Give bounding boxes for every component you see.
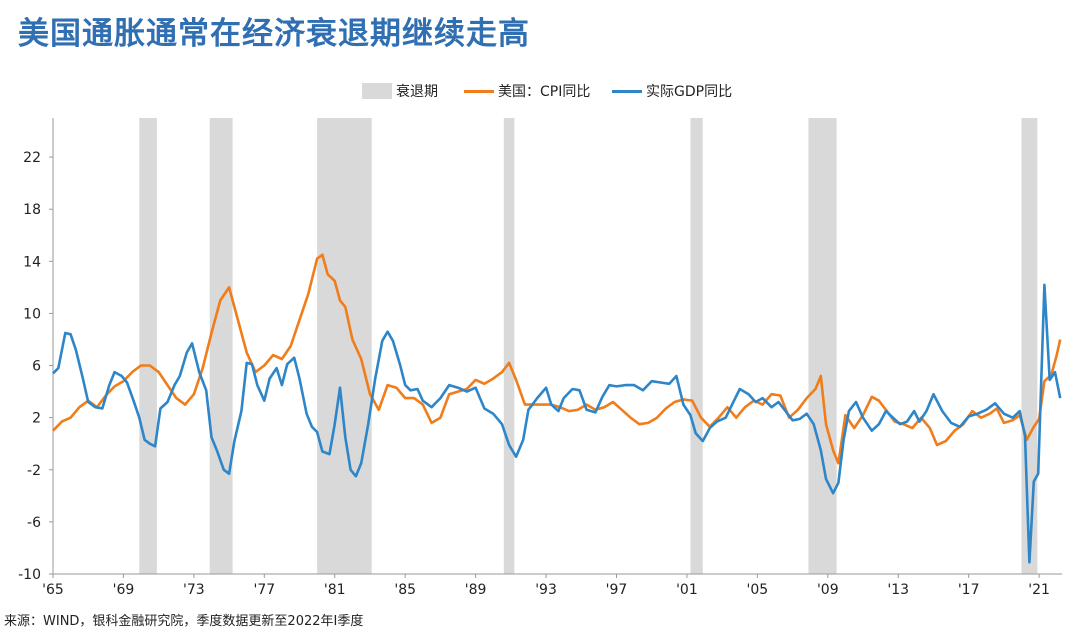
x-tick-label-4: '81	[324, 582, 346, 598]
legend-label-cpi: 美国：CPI同比	[498, 84, 591, 100]
recession-band-6	[1021, 118, 1038, 574]
y-tick-label-3: 2	[32, 411, 41, 427]
page-title: 美国通胀通常在经济衰退期继续走高	[18, 16, 530, 52]
legend-swatch-gdp	[612, 89, 642, 93]
y-tick-label-6: 14	[23, 254, 41, 270]
chart-legend: 衰退期 美国：CPI同比 实际GDP同比	[0, 78, 1080, 104]
x-tick-label-1: '69	[113, 582, 135, 598]
legend-item-cpi: 美国：CPI同比	[464, 78, 590, 104]
x-tick-label-7: '93	[535, 582, 557, 598]
legend-label-recession: 衰退期	[396, 84, 438, 100]
x-tick-label-9: '01	[676, 582, 698, 598]
legend-swatch-cpi	[464, 89, 494, 93]
y-tick-label-1: -6	[27, 515, 41, 531]
recession-band-0	[139, 118, 157, 574]
y-tick-label-4: 6	[32, 359, 41, 375]
y-tick-label-7: 18	[23, 202, 41, 218]
legend-swatch-recession	[362, 83, 392, 99]
recession-band-4	[690, 118, 703, 574]
legend-item-recession: 衰退期	[362, 78, 438, 104]
x-tick-label-10: '05	[747, 582, 769, 598]
x-tick-label-13: '17	[958, 582, 980, 598]
x-tick-label-11: '09	[817, 582, 839, 598]
series-line-gdp	[52, 283, 1062, 564]
x-tick-label-6: '89	[465, 582, 487, 598]
x-tick-label-0: '65	[42, 582, 64, 598]
x-tick-label-3: '77	[253, 582, 275, 598]
x-tick-label-12: '13	[887, 582, 909, 598]
recession-band-5	[808, 118, 837, 574]
x-tick-label-2: '73	[183, 582, 205, 598]
recession-band-1	[209, 118, 233, 574]
x-tick-label-8: '97	[606, 582, 628, 598]
y-tick-label-8: 22	[23, 150, 41, 166]
y-tick-label-5: 10	[23, 306, 41, 322]
y-tick-label-0: -10	[18, 567, 41, 583]
x-tick-label-14: '21	[1028, 582, 1050, 598]
legend-item-gdp: 实际GDP同比	[612, 78, 732, 104]
x-tick-label-5: '85	[394, 582, 416, 598]
source-note: 来源：WIND，银科金融研究院，季度数据更新至2022年I季度	[4, 614, 364, 629]
recession-band-2	[317, 118, 372, 574]
recession-band-3	[503, 118, 515, 574]
legend-label-gdp: 实际GDP同比	[646, 84, 733, 100]
y-tick-label-2: -2	[27, 463, 41, 479]
series-line-cpi	[52, 253, 1062, 465]
